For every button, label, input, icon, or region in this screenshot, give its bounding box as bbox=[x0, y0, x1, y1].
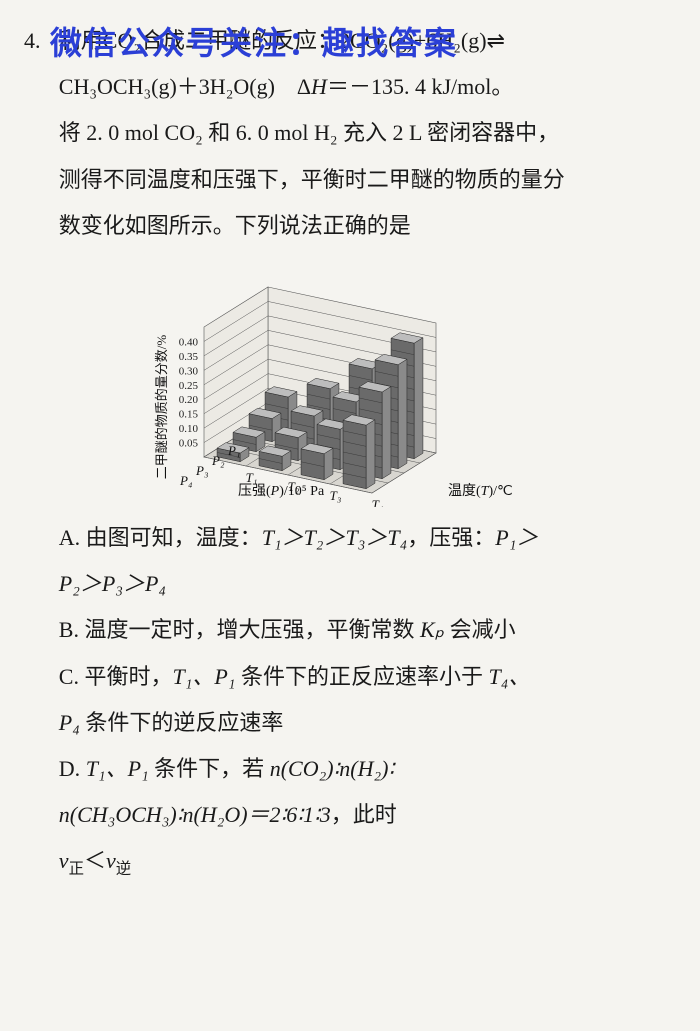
svg-text:P₁: P₁ bbox=[227, 443, 240, 458]
option-c-cont: P₄ 条件下的逆反应速率 bbox=[59, 700, 672, 746]
svg-text:P₄: P₄ bbox=[179, 473, 193, 488]
svg-text:T₁: T₁ bbox=[246, 470, 258, 485]
opt-b-kp: Kₚ bbox=[420, 617, 444, 642]
svg-text:0.15: 0.15 bbox=[179, 409, 199, 421]
opt-d-lt: ＜ bbox=[84, 848, 106, 873]
option-c: C. 平衡时，T₁、P₁ 条件下的正反应速率小于 T₄、 bbox=[59, 654, 672, 700]
opt-d-t4: n(CO₂)∶n(H₂)∶ bbox=[270, 756, 395, 781]
svg-text:0.10: 0.10 bbox=[179, 423, 199, 435]
svg-text:0.20: 0.20 bbox=[179, 394, 199, 406]
question-4: 4. 利用CO₂合成二甲醚的反应：2CO₂(g)+6H₂(g)⇌ CH₃OCH₃… bbox=[28, 18, 672, 886]
svg-text:P₃: P₃ bbox=[195, 463, 208, 478]
opt-a-t4: P₁＞ bbox=[495, 525, 538, 550]
option-a-cont: P₂＞P₃＞P₄ bbox=[59, 561, 672, 607]
bar-chart-3d: 0.05 0.10 0.15 0.20 0.25 0.30 0.35 0.40 P₁P₂P₃P₄… bbox=[148, 257, 578, 507]
opt-d-t6: ，此时 bbox=[331, 802, 397, 827]
option-a: A. 由图可知，温度：T₁＞T₂＞T₃＞T₄，压强：P₁＞ bbox=[59, 515, 672, 561]
opt-d-t1: D. bbox=[59, 756, 86, 781]
opt-d-sub1: 正 bbox=[69, 861, 84, 878]
opt-d-t3: 条件下，若 bbox=[149, 756, 270, 781]
opt-a-t5: P₂＞P₃＞P₄ bbox=[59, 571, 166, 596]
opt-c-t2: T₁、P₁ bbox=[172, 664, 235, 689]
svg-text:压强(P)/10⁵ Pa: 压强(P)/10⁵ Pa bbox=[238, 484, 325, 499]
question-number: 4. bbox=[24, 18, 41, 64]
svg-text:T₃: T₃ bbox=[330, 488, 342, 503]
stem-line-2: 将 2. 0 mol CO₂ 和 6. 0 mol H₂ 充入 2 L 密闭容器… bbox=[28, 110, 672, 156]
svg-text:P₂: P₂ bbox=[211, 453, 225, 468]
opt-d-t2: T₁、P₁ bbox=[86, 756, 149, 781]
opt-c-t1: C. 平衡时， bbox=[59, 664, 173, 689]
opt-c-t6: 条件下的逆反应速率 bbox=[80, 710, 284, 735]
watermark-overlay: 微信公众号关注：趣找答案 bbox=[50, 10, 458, 77]
stem-line-1b: CH₃OCH₃(g)＋3H₂O(g) Δ bbox=[59, 74, 311, 99]
option-d-cont1: n(CH₃OCH₃)∶n(H₂O)＝2∶6∶1∶3，此时 bbox=[59, 792, 672, 838]
option-d: D. T₁、P₁ 条件下，若 n(CO₂)∶n(H₂)∶ bbox=[59, 746, 672, 792]
opt-a-t1: A. 由图可知，温度： bbox=[59, 525, 262, 550]
stem-line-4: 数变化如图所示。下列说法正确的是 bbox=[28, 203, 672, 249]
svg-text:0.30: 0.30 bbox=[179, 365, 199, 377]
stem-line-1c: ＝－135. 4 kJ/mol。 bbox=[327, 74, 513, 99]
svg-text:0.25: 0.25 bbox=[179, 380, 199, 392]
svg-text:温度(T)/℃: 温度(T)/℃ bbox=[448, 483, 513, 499]
svg-text:二甲醚的物质的量分数/%: 二甲醚的物质的量分数/% bbox=[154, 335, 169, 480]
opt-d-v1: v bbox=[59, 848, 69, 873]
delta-h: H bbox=[311, 74, 327, 99]
opt-a-t2: T₁＞T₂＞T₃＞T₄ bbox=[262, 525, 408, 550]
option-b: B. 温度一定时，增大压强，平衡常数 Kₚ 会减小 bbox=[59, 607, 672, 653]
opt-d-v2: v bbox=[106, 848, 116, 873]
opt-d-t5: n(CH₃OCH₃)∶n(H₂O)＝2∶6∶1∶3 bbox=[59, 802, 331, 827]
opt-c-t5: P₄ bbox=[59, 710, 80, 735]
svg-text:0.40: 0.40 bbox=[179, 336, 199, 348]
opt-d-sub2: 逆 bbox=[116, 861, 131, 878]
option-d-cont2: v正＜v逆 bbox=[59, 838, 672, 886]
svg-text:0.05: 0.05 bbox=[179, 437, 199, 449]
opt-c-t4: T₄、 bbox=[488, 664, 530, 689]
opt-b-t2: 会减小 bbox=[444, 617, 516, 642]
opt-c-t3: 条件下的正反应速率小于 bbox=[235, 664, 488, 689]
opt-b-t1: B. 温度一定时，增大压强，平衡常数 bbox=[59, 617, 420, 642]
options: A. 由图可知，温度：T₁＞T₂＞T₃＞T₄，压强：P₁＞ P₂＞P₃＞P₄ B… bbox=[28, 515, 672, 886]
opt-a-t3: ，压强： bbox=[407, 525, 495, 550]
svg-text:0.35: 0.35 bbox=[179, 351, 199, 363]
chart-container: 0.05 0.10 0.15 0.20 0.25 0.30 0.35 0.40 P₁P₂P₃P₄… bbox=[148, 257, 578, 507]
stem-line-3: 测得不同温度和压强下，平衡时二甲醚的物质的量分 bbox=[28, 157, 672, 203]
svg-text:T₄: T₄ bbox=[372, 497, 384, 507]
